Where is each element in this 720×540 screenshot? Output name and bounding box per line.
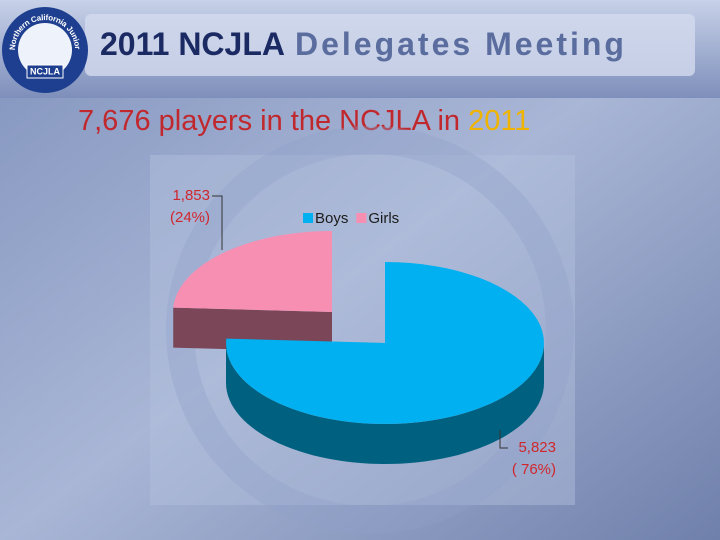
value-label: 5,823 [518, 439, 556, 456]
logo-badge-box [26, 64, 64, 79]
legend-label: Girls [368, 210, 399, 227]
chart-title-highlight: 2011 [468, 105, 530, 137]
slice-side [226, 343, 544, 464]
slice-top [226, 262, 544, 424]
chart-title: 7,676 players in the NCJLA in 2011 [78, 105, 530, 137]
legend-swatch [303, 213, 313, 223]
slice-top [173, 231, 332, 312]
leader-line [499, 430, 508, 449]
header-title: 2011 NCJLA Delegates Meeting [100, 26, 627, 62]
header-plate [85, 14, 695, 76]
leader-line [212, 195, 223, 250]
header-title-bold: 2011 NCJLA [100, 26, 285, 62]
percent-label: ( 76%) [512, 461, 556, 478]
value-label: 1,853 [172, 187, 210, 204]
legend-swatch [356, 213, 367, 223]
logo-center [18, 23, 72, 77]
chart-title-main: 7,676 players in the NCJLA in [78, 105, 460, 137]
legend-label: Boys [315, 210, 348, 227]
header-title-rest: Delegates Meeting [295, 26, 627, 62]
percent-label: (24%) [170, 209, 210, 226]
logo-badge: NCJLA [30, 66, 61, 76]
chart: 5,823 ( 76%) 1,853 (24%) Boys Girls [170, 187, 556, 478]
